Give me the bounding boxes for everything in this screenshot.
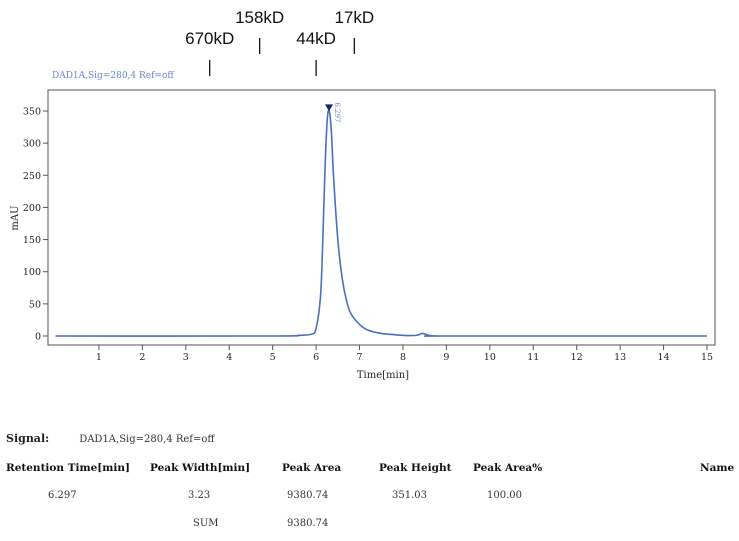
cell-peak-area: 9380.74 xyxy=(287,490,329,501)
header-name: Name xyxy=(700,462,735,474)
sum-value: 9380.74 xyxy=(287,518,329,529)
x-tick-label: 13 xyxy=(614,352,626,363)
signal-line: Signal: DAD1A,Sig=280,4 Ref=off xyxy=(6,432,215,445)
x-tick-label: 14 xyxy=(658,352,670,363)
y-tick-label: 200 xyxy=(23,203,41,214)
header-peak-area-percent: Peak Area% xyxy=(473,462,543,474)
x-tick-label: 6 xyxy=(313,352,319,363)
cell-peak-height: 351.03 xyxy=(392,490,427,501)
x-tick-label: 5 xyxy=(270,352,276,363)
header-retention-time: Retention Time[min] xyxy=(6,462,130,474)
x-tick-label: 9 xyxy=(443,352,449,363)
x-tick-label: 4 xyxy=(226,352,232,363)
y-tick-label: 100 xyxy=(23,267,41,278)
x-tick-label: 12 xyxy=(571,352,583,363)
x-axis-label: Time[min] xyxy=(357,370,409,381)
signal-value: DAD1A,Sig=280,4 Ref=off xyxy=(79,434,215,445)
y-tick-label: 300 xyxy=(23,139,41,150)
cell-retention-time: 6.297 xyxy=(48,490,77,501)
peak-apex-marker xyxy=(324,104,333,112)
x-tick-label: 15 xyxy=(701,352,713,363)
sum-label: SUM xyxy=(193,518,219,529)
header-peak-height: Peak Height xyxy=(379,462,452,474)
y-tick-label: 150 xyxy=(23,235,41,246)
cell-peak-area-percent: 100.00 xyxy=(487,490,522,501)
plot-frame xyxy=(47,89,716,346)
x-tick-label: 8 xyxy=(400,352,406,363)
mw-marker-label: 17kD xyxy=(334,8,374,27)
cell-peak-width: 3.23 xyxy=(188,490,211,501)
signal-label: DAD1A,Sig=280,4 Ref=off xyxy=(52,71,174,81)
header-peak-area: Peak Area xyxy=(282,462,342,474)
x-tick-label: 1 xyxy=(96,352,102,363)
peak-retention-label: 6.297 xyxy=(333,102,341,122)
x-axis: 1 2 3 4 5 6 7 8 9 10 11 12 13 14 15 xyxy=(96,345,713,363)
x-tick-label: 2 xyxy=(139,352,145,363)
y-tick-label: 250 xyxy=(23,171,41,182)
x-tick-label: 10 xyxy=(484,352,496,363)
x-tick-label: 11 xyxy=(527,352,539,363)
mw-marker-label: 44kD xyxy=(296,29,336,48)
x-tick-label: 3 xyxy=(183,352,189,363)
y-axis-label: mAU xyxy=(10,205,21,230)
y-axis: 0 50 100 150 200 250 300 350 xyxy=(23,107,48,343)
header-peak-width: Peak Width[min] xyxy=(150,462,251,474)
peak-marker: 6.297 xyxy=(324,102,341,122)
chromatogram-trace xyxy=(55,109,707,337)
x-tick-label: 7 xyxy=(357,352,363,363)
y-tick-label: 350 xyxy=(23,107,41,118)
mw-marker-label: 670kD xyxy=(185,29,234,48)
mw-marker-label: 158kD xyxy=(235,8,284,27)
y-tick-label: 50 xyxy=(29,299,41,310)
signal-title: Signal: xyxy=(6,432,50,445)
y-tick-label: 0 xyxy=(35,332,41,343)
